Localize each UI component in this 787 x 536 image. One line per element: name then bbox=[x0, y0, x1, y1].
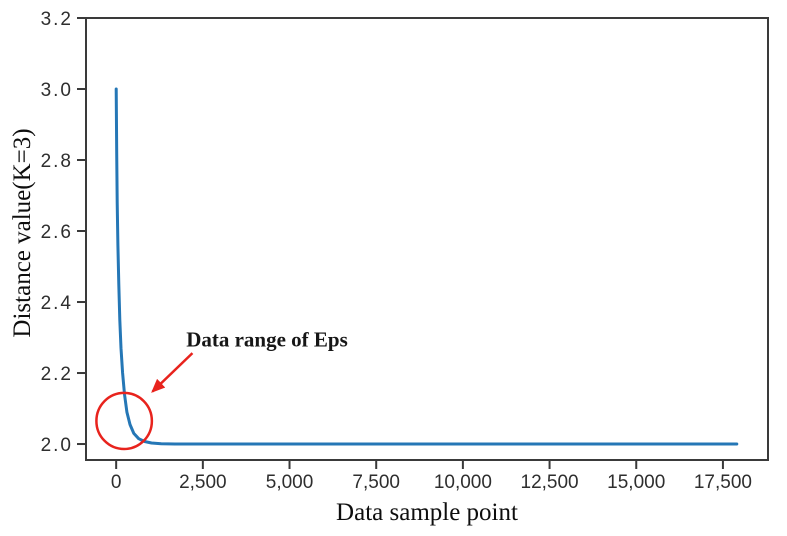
x-tick-label: 7,500 bbox=[352, 472, 400, 493]
x-axis-label: Data sample point bbox=[336, 499, 518, 526]
x-tick-label: 17,500 bbox=[694, 472, 752, 493]
x-tick-label: 10,000 bbox=[434, 472, 492, 493]
y-tick-label: 2.6 bbox=[41, 222, 73, 243]
annotation-arrow bbox=[151, 352, 194, 393]
x-tick-label: 12,500 bbox=[521, 472, 579, 493]
eps-range-ellipse bbox=[95, 391, 154, 451]
y-tick-label: 3.0 bbox=[41, 80, 73, 101]
x-tick-label: 5,000 bbox=[266, 472, 314, 493]
y-axis: 2.0 2.2 2.4 2.6 2.8 3.0 3.2 bbox=[41, 9, 85, 456]
x-tick-label: 15,000 bbox=[607, 472, 665, 493]
x-tick-label: 0 bbox=[111, 472, 122, 493]
y-tick-label: 2.2 bbox=[41, 364, 73, 385]
plot-border bbox=[85, 17, 769, 461]
x-tick-label: 2,500 bbox=[179, 472, 227, 493]
annotation-label: Data range of Eps bbox=[186, 327, 348, 351]
y-tick-label: 2.8 bbox=[41, 151, 73, 172]
x-axis: 0 2,500 5,000 7,500 10,000 12,500 15,000 17,500 bbox=[111, 461, 752, 493]
y-tick-label: 3.2 bbox=[41, 9, 73, 30]
y-tick-label: 2.4 bbox=[41, 293, 73, 314]
y-axis-label: Distance value(K=3) bbox=[9, 128, 36, 337]
y-tick-label: 2.0 bbox=[41, 435, 73, 456]
k-distance-line bbox=[114, 87, 739, 446]
